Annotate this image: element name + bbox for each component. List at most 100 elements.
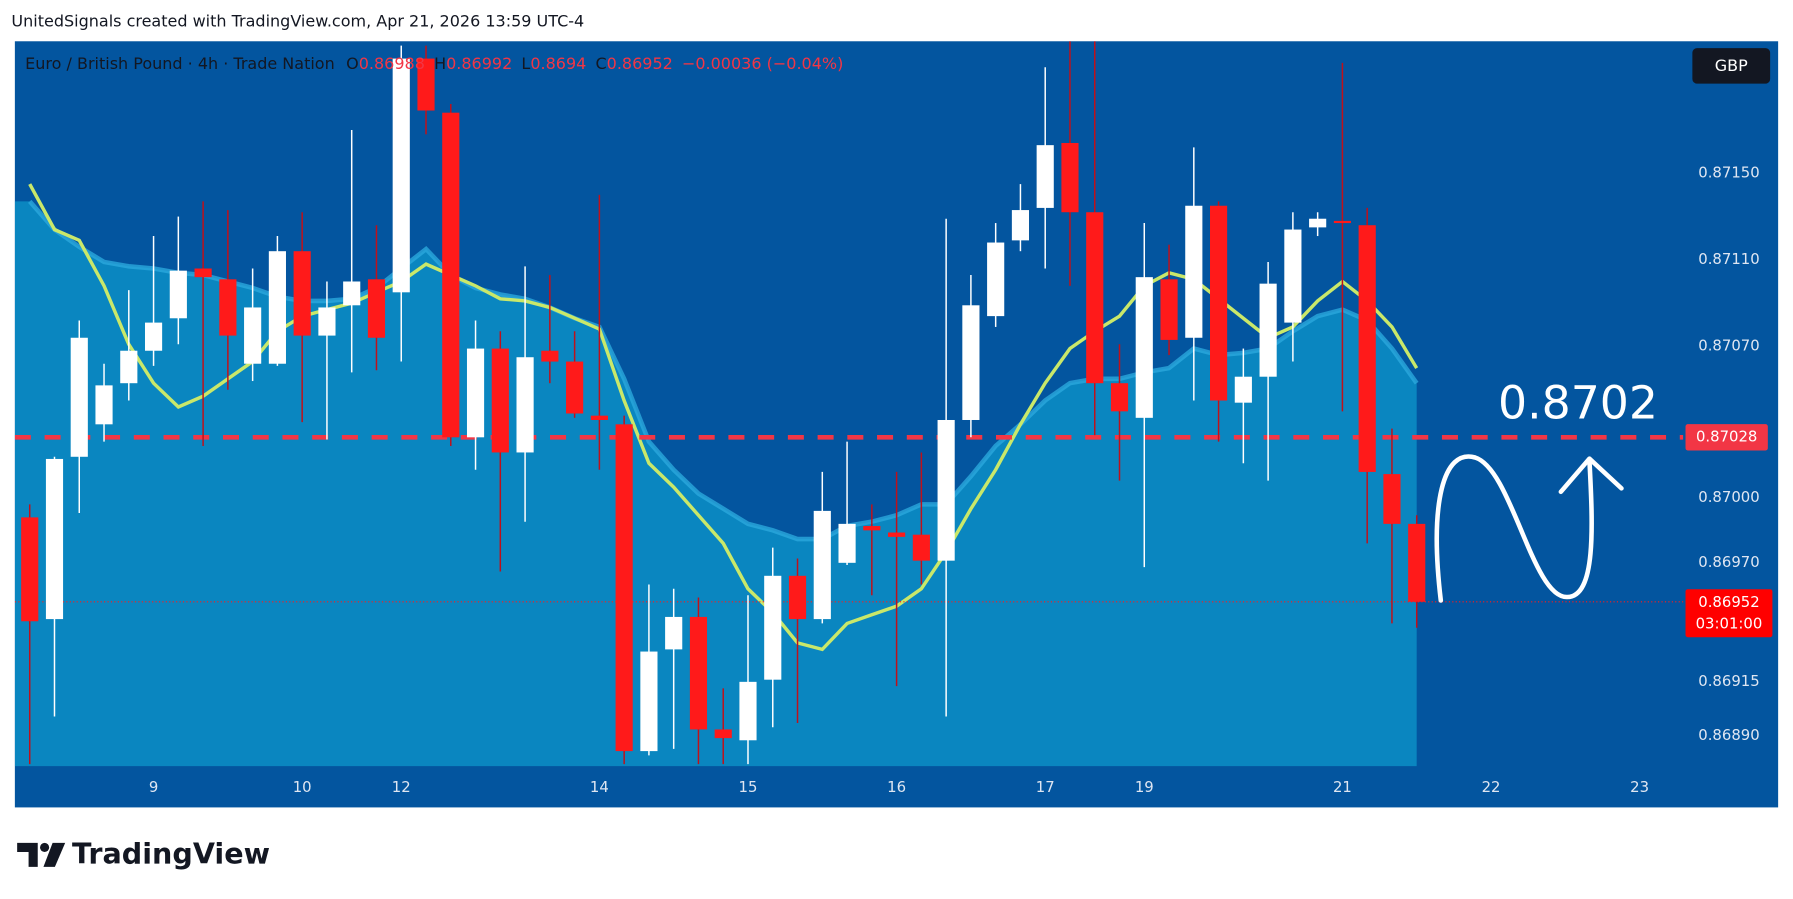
level-label-bg	[1685, 424, 1768, 451]
x-tick-label: 9	[149, 778, 158, 796]
x-tick-label: 10	[293, 778, 312, 796]
candle-body	[1036, 145, 1054, 208]
candle-body	[739, 681, 757, 741]
y-tick-label: 0.87110	[1698, 250, 1759, 268]
ohlc-value: 0.86988	[359, 54, 425, 73]
candle-body	[863, 526, 881, 531]
candle-body	[1086, 212, 1104, 384]
candle-body	[615, 424, 633, 752]
y-tick-label: 0.86915	[1698, 672, 1759, 690]
candle-body	[764, 575, 782, 680]
currency-button-bg[interactable]	[1692, 48, 1771, 84]
x-tick-label: 16	[887, 778, 906, 796]
candle-body	[1185, 205, 1203, 338]
candle-body	[21, 517, 39, 622]
candle-body	[541, 350, 559, 362]
x-tick-label: 14	[590, 778, 609, 796]
candle-body	[367, 279, 386, 338]
candle-body	[1284, 229, 1302, 323]
candle-body	[1358, 225, 1376, 472]
symbol: Euro / British Pound · 4h · Trade Nation	[25, 54, 335, 73]
ohlc-value: 0.8694	[530, 54, 586, 73]
logo-dot	[40, 842, 50, 853]
candle-body	[888, 532, 906, 537]
candle-body	[665, 616, 683, 650]
legend: Euro / British Pound · 4h · Trade Nation…	[25, 54, 843, 73]
candle-body	[937, 419, 955, 561]
candle-body	[987, 242, 1005, 317]
x-tick-label: 23	[1630, 778, 1649, 796]
ohlc-value: 0.86992	[446, 54, 512, 73]
candle-body	[516, 357, 534, 453]
ohlc-value: 0.86952	[607, 54, 673, 73]
candle-body	[1110, 383, 1129, 412]
currency-button[interactable]: GBP	[1692, 48, 1771, 84]
x-tick-label: 22	[1482, 778, 1501, 796]
x-tick-label: 12	[392, 778, 411, 796]
candle-body	[491, 348, 509, 453]
candle-body	[45, 458, 64, 620]
candle-body	[144, 322, 163, 351]
candle-body	[244, 307, 262, 364]
candle-body	[466, 348, 485, 438]
candle-body	[714, 729, 732, 739]
y-tick-label: 0.86970	[1698, 553, 1759, 571]
ohlc-letter: O	[346, 54, 359, 73]
last-price-label: 0.86952	[1698, 593, 1759, 611]
candle-body	[1234, 376, 1252, 403]
candle-body	[813, 510, 831, 620]
y-tick-label: 0.87150	[1698, 163, 1759, 181]
x-tick-label: 21	[1333, 778, 1352, 796]
area-edge	[28, 199, 1419, 542]
drawn-arrow	[1434, 454, 1624, 603]
candle-body	[120, 350, 138, 384]
logo: TradingView	[17, 836, 270, 870]
annotation: 0.8702	[1498, 377, 1658, 430]
watermark: UnitedSignals created with TradingView.c…	[11, 11, 584, 30]
candle-body	[1135, 277, 1153, 418]
candle-body	[1309, 218, 1327, 228]
level-label: 0.87028	[1696, 427, 1757, 445]
x-tick-label: 17	[1036, 778, 1055, 796]
candle-body	[417, 58, 435, 111]
logo-slash	[43, 842, 66, 867]
candle-body	[590, 415, 608, 420]
countdown: 03:01:00	[1696, 615, 1763, 633]
candle-body	[1210, 205, 1228, 401]
candle-body	[442, 112, 460, 438]
last-price-bg	[1685, 589, 1773, 638]
y-tick-label: 0.87000	[1698, 488, 1759, 506]
candle-body	[1408, 523, 1426, 602]
area	[14, 201, 1417, 767]
candle-body	[1259, 283, 1277, 377]
candle-body	[689, 616, 708, 730]
candle-body	[70, 337, 88, 457]
candle-body	[268, 251, 286, 364]
candle-body	[318, 307, 336, 336]
candle-body	[838, 523, 856, 563]
ohlc-letter: L	[521, 54, 530, 73]
ohlc-letter: H	[434, 54, 446, 73]
currency-label[interactable]: GBP	[1715, 56, 1748, 75]
candle-body	[293, 251, 311, 336]
candle-body	[1011, 210, 1030, 241]
brand: TradingView	[72, 836, 270, 870]
candle-body	[95, 385, 113, 425]
x-tick-label: 15	[739, 778, 758, 796]
change: −0.00036 (−0.04%)	[682, 54, 843, 73]
candle-body	[1383, 474, 1401, 524]
arrow-curve	[1434, 454, 1594, 603]
candle-body	[788, 575, 807, 620]
plot-area	[14, 41, 1684, 767]
logo-mark	[17, 842, 38, 867]
candle-body	[194, 268, 212, 278]
candle-body	[1333, 220, 1351, 224]
candle-body	[392, 58, 410, 293]
candle-body	[343, 281, 361, 306]
candle-body	[1061, 142, 1079, 213]
candle-body	[962, 305, 980, 420]
candle-body	[566, 361, 584, 414]
x-tick-label: 19	[1135, 778, 1154, 796]
